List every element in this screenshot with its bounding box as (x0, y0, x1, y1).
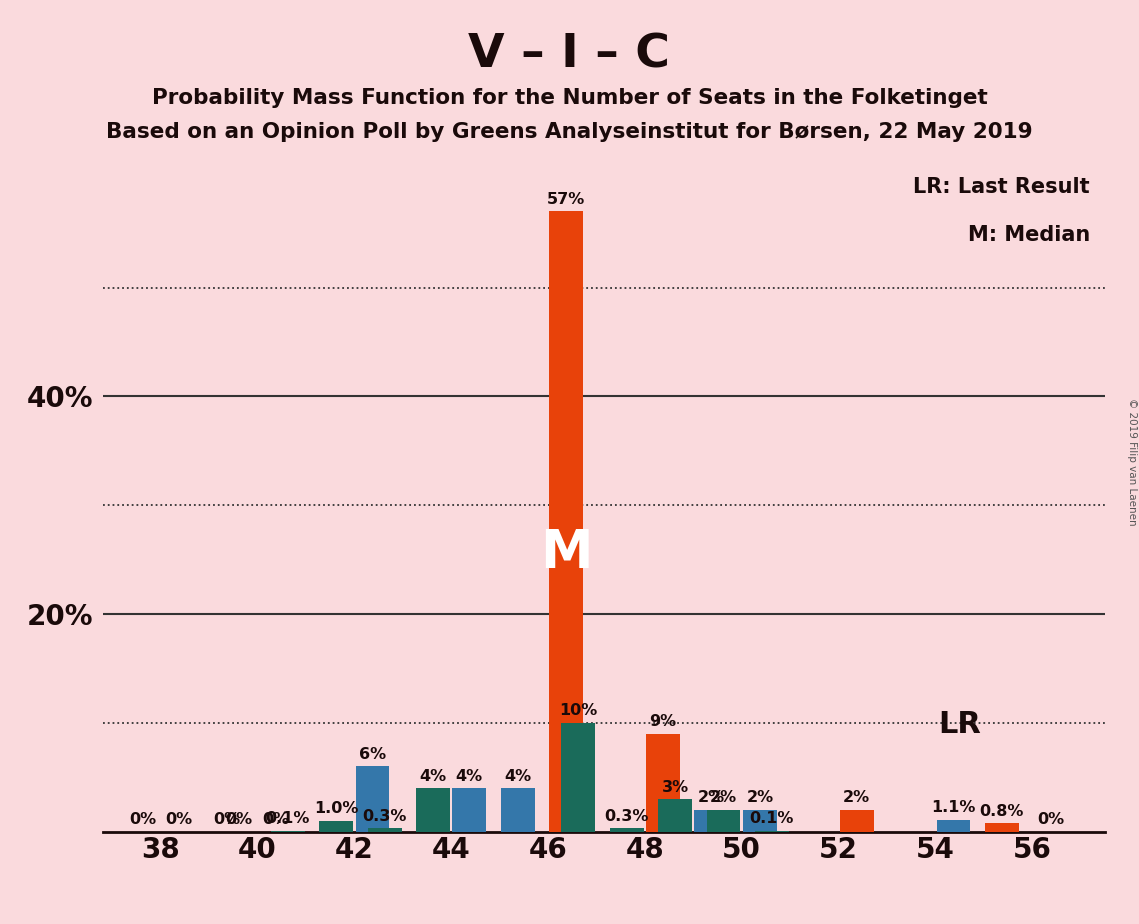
Text: 1.1%: 1.1% (932, 800, 976, 815)
Bar (695, 809, 728, 832)
Bar (658, 799, 693, 832)
Bar (355, 766, 390, 832)
Text: 0%: 0% (1036, 812, 1064, 827)
Text: 4%: 4% (456, 769, 483, 784)
Bar (416, 788, 450, 832)
Text: LR: Last Result: LR: Last Result (913, 177, 1090, 198)
Text: 2%: 2% (710, 791, 737, 806)
Text: M: M (540, 527, 592, 578)
Text: 0%: 0% (226, 812, 253, 827)
Text: 0.1%: 0.1% (749, 811, 794, 826)
Text: 0.1%: 0.1% (265, 811, 310, 826)
Bar (609, 828, 644, 832)
Bar (706, 809, 740, 832)
Text: 0%: 0% (129, 812, 156, 827)
Text: 0%: 0% (262, 812, 289, 827)
Bar (452, 788, 486, 832)
Text: 2%: 2% (698, 791, 724, 806)
Text: 2%: 2% (746, 791, 773, 806)
Bar (936, 820, 970, 832)
Text: 0.3%: 0.3% (605, 809, 649, 824)
Text: 57%: 57% (547, 192, 585, 207)
Text: Probability Mass Function for the Number of Seats in the Folketinget: Probability Mass Function for the Number… (151, 88, 988, 108)
Bar (743, 809, 777, 832)
Text: 9%: 9% (649, 714, 677, 729)
Text: M: Median: M: Median (967, 225, 1090, 245)
Bar (271, 831, 304, 832)
Text: 1.0%: 1.0% (314, 801, 359, 817)
Bar (368, 828, 402, 832)
Text: V – I – C: V – I – C (468, 32, 671, 78)
Text: LR: LR (939, 711, 981, 739)
Text: 0.3%: 0.3% (362, 809, 407, 824)
Text: 4%: 4% (419, 769, 446, 784)
Bar (319, 821, 353, 832)
Text: 3%: 3% (662, 780, 689, 795)
Bar (501, 788, 534, 832)
Text: 4%: 4% (505, 769, 531, 784)
Bar (646, 734, 680, 832)
Bar (562, 723, 596, 832)
Text: 0%: 0% (165, 812, 192, 827)
Text: © 2019 Filip van Laenen: © 2019 Filip van Laenen (1126, 398, 1137, 526)
Text: Based on an Opinion Poll by Greens Analyseinstitut for Børsen, 22 May 2019: Based on an Opinion Poll by Greens Analy… (106, 122, 1033, 142)
Text: 6%: 6% (359, 747, 386, 762)
Text: 0%: 0% (214, 812, 240, 827)
Bar (755, 831, 789, 832)
Bar (839, 809, 874, 832)
Text: 2%: 2% (843, 791, 870, 806)
Text: 10%: 10% (559, 703, 597, 719)
Bar (985, 823, 1019, 832)
Text: 0.8%: 0.8% (980, 804, 1024, 819)
Bar (549, 212, 583, 832)
